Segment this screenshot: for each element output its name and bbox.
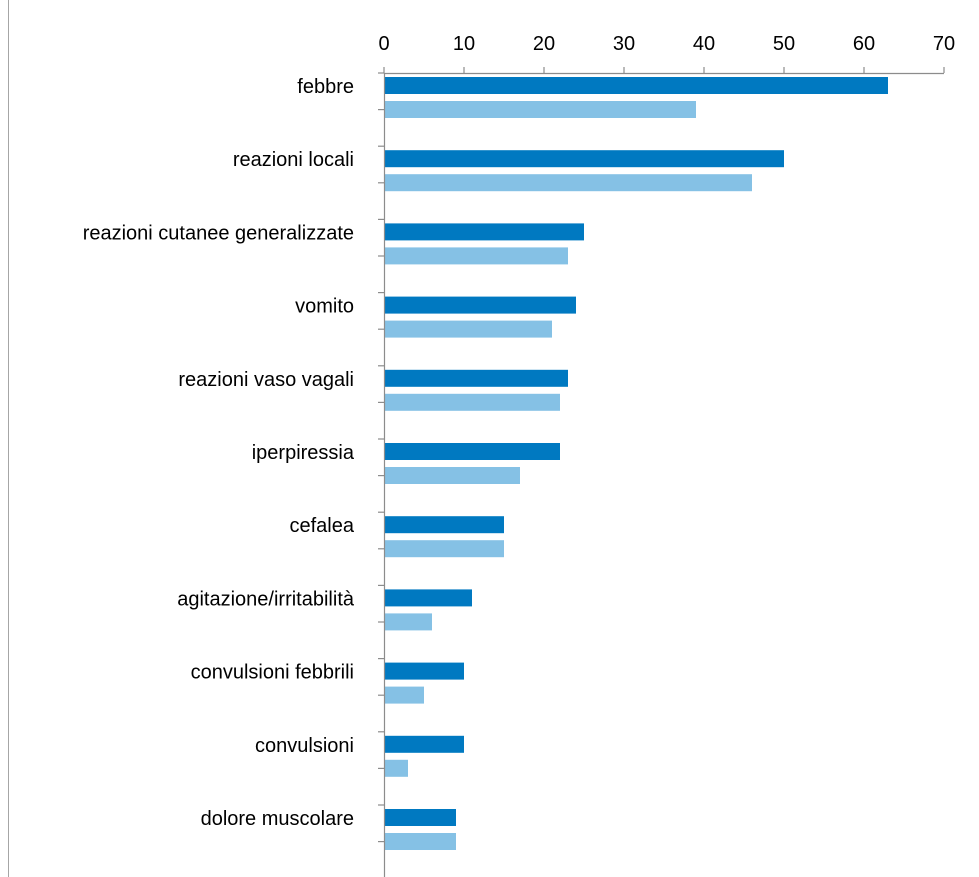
- x-tick-label: 0: [378, 33, 389, 55]
- category-label: reazioni locali: [233, 149, 354, 171]
- category-label: convulsioni: [255, 735, 354, 757]
- category-label: convulsioni febbrili: [191, 662, 354, 684]
- bar-series-2: [385, 393, 560, 411]
- bar-series-2: [385, 320, 552, 338]
- labels-layer: 0 10 20 30 40 50 60 70 febbre reazioni locali reaz…: [83, 33, 955, 830]
- category-label: reazioni cutanee generalizzate: [83, 222, 354, 244]
- bar-series-1: [385, 589, 472, 607]
- bar-series-2: [385, 686, 424, 704]
- category-label: agitazione/irritabilità: [177, 588, 355, 610]
- category-label: vomito: [295, 296, 354, 318]
- x-tick-label: 50: [773, 33, 795, 55]
- bar-series-2: [385, 613, 432, 631]
- x-tick-label: 70: [933, 33, 955, 55]
- bar-series-1: [385, 150, 784, 168]
- bar-series-1: [385, 662, 464, 680]
- bar-series-2: [385, 174, 752, 192]
- bar-series-1: [385, 443, 560, 460]
- category-label: cefalea: [290, 515, 355, 537]
- category-label: febbre: [297, 76, 354, 98]
- bar-series-2: [385, 759, 408, 777]
- category-label: reazioni vaso vagali: [178, 369, 354, 391]
- x-tick-label: 20: [533, 33, 555, 55]
- bars-layer: [385, 77, 888, 850]
- bar-series-1: [385, 516, 504, 534]
- bar-series-2: [385, 467, 520, 484]
- bar-series-1: [385, 369, 568, 387]
- x-tick-label: 10: [453, 33, 475, 55]
- x-tick-label: 60: [853, 33, 875, 55]
- bar-series-1: [385, 77, 888, 94]
- x-tick-label: 30: [613, 33, 635, 55]
- bar-series-2: [385, 247, 568, 265]
- category-label: dolore muscolare: [201, 808, 354, 830]
- bar-series-1: [385, 223, 584, 241]
- bar-series-2: [385, 101, 696, 118]
- bar-series-1: [385, 296, 576, 314]
- x-tick-label: 40: [693, 33, 715, 55]
- bar-series-1: [385, 809, 456, 826]
- category-label: iperpiressia: [252, 442, 355, 464]
- bar-series-2: [385, 833, 456, 850]
- axis-layer: [378, 67, 945, 877]
- bar-series-2: [385, 540, 504, 558]
- bar-series-1: [385, 735, 464, 753]
